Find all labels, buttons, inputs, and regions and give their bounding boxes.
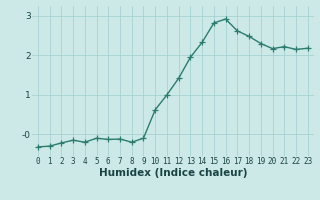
X-axis label: Humidex (Indice chaleur): Humidex (Indice chaleur) [99, 168, 247, 178]
